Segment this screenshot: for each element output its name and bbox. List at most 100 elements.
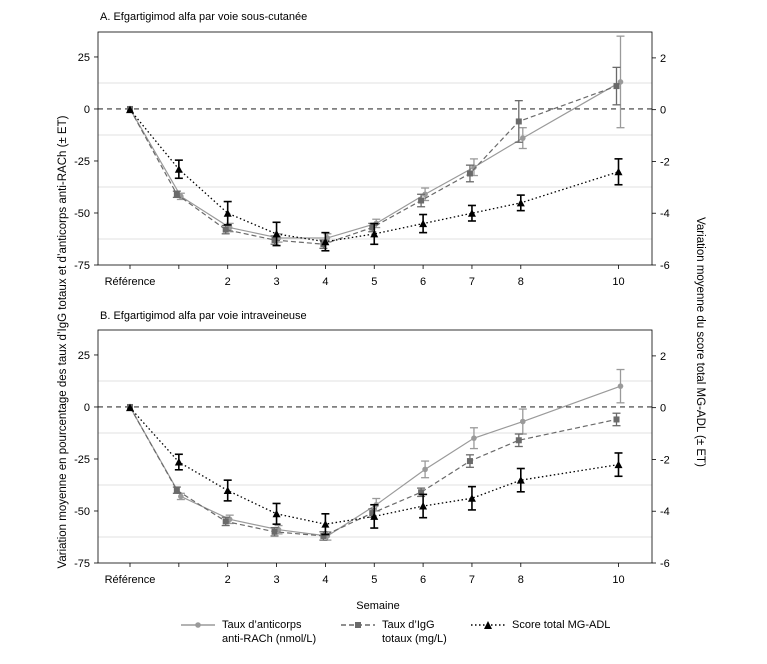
panel-b-point-mgadl bbox=[516, 476, 525, 484]
panel-b-point-mgadl bbox=[321, 520, 330, 528]
panel-a-xtick-label: 6 bbox=[420, 276, 426, 288]
panel-b-xtick-label: 4 bbox=[322, 574, 328, 586]
panel-b-point-igg bbox=[613, 416, 620, 423]
panel-a-point-mgadl bbox=[223, 209, 232, 217]
panel-b-point-antibody bbox=[471, 435, 477, 441]
panel-b-ytick-left-label: 25 bbox=[78, 350, 90, 362]
panel-b-series-line-igg bbox=[129, 406, 617, 537]
panel-a-xtick-label: 3 bbox=[273, 276, 279, 288]
legend-swatch-igg bbox=[341, 622, 375, 628]
panel-a-point-igg bbox=[369, 224, 376, 231]
panel-a-group: A. Efgartigimod alfa par voie sous-cutan… bbox=[74, 11, 670, 288]
panel-a-point-antibody bbox=[520, 135, 526, 141]
panel-a-point-igg bbox=[173, 191, 180, 198]
panel-a-xtick-label: 5 bbox=[371, 276, 377, 288]
legend-label-mgadl: Score total MG-ADL bbox=[512, 619, 611, 631]
panel-a-point-antibody bbox=[471, 164, 477, 171]
panel-a-ytick-left-label: 25 bbox=[78, 52, 90, 64]
legend-swatch-mgadl bbox=[471, 621, 505, 629]
panel-b-ytick-right-label: 0 bbox=[660, 403, 666, 415]
panel-b-point-antibody bbox=[178, 493, 184, 500]
panel-a-point-mgadl bbox=[614, 167, 623, 176]
panel-a-ytick-left-label: 0 bbox=[84, 104, 90, 116]
panel-a-ytick-right-label: 0 bbox=[660, 105, 666, 117]
panel-b-xtick-label: 7 bbox=[469, 574, 475, 586]
panel-a-xtick-label: 10 bbox=[612, 276, 624, 288]
panel-b-point-mgadl bbox=[419, 502, 428, 510]
legend-label-igg: Taux d’IgG totaux (mg/L) bbox=[382, 619, 447, 645]
panel-a-point-mgadl bbox=[370, 229, 379, 238]
legend-item-mgadl: Score total MG-ADL bbox=[470, 618, 610, 632]
panel-a-series-line-antibody bbox=[129, 81, 621, 239]
panel-a-ytick-left-label: -75 bbox=[74, 260, 90, 272]
legend-label-antibody: Taux d’anticorps anti-RACh (nmol/L) bbox=[222, 619, 317, 645]
panel-a-point-mgadl bbox=[174, 165, 183, 173]
panel-a-xtick-label: 7 bbox=[469, 276, 475, 288]
panel-b-ytick-left-label: -25 bbox=[74, 454, 90, 466]
panel-b-ytick-right-label: -4 bbox=[660, 506, 670, 518]
panel-b-ytick-right-label: -2 bbox=[660, 454, 670, 466]
panel-a-xtick-label: Référence bbox=[105, 276, 156, 288]
y-axis-left-label: Variation moyenne en pourcentage des tau… bbox=[57, 115, 69, 568]
panel-a-point-igg bbox=[613, 83, 620, 90]
panel-b-xtick-label: Référence bbox=[105, 574, 156, 586]
panel-a-xtick-label: 8 bbox=[518, 276, 524, 288]
panel-a-point-igg bbox=[466, 170, 473, 177]
panel-a-series-line-igg bbox=[129, 85, 617, 245]
legend-swatch-antibody bbox=[181, 622, 215, 628]
panel-b-point-mgadl bbox=[126, 403, 134, 412]
panel-a-ytick-right-label: -6 bbox=[660, 260, 670, 272]
panel-b-point-igg bbox=[418, 489, 425, 496]
panel-a-ytick-left-label: -50 bbox=[74, 208, 90, 220]
panel-b-point-mgadl bbox=[223, 486, 232, 495]
panel-b-xtick-label: 10 bbox=[612, 574, 624, 586]
panel-a-ytick-left-label: -25 bbox=[74, 156, 90, 168]
panel-b-point-igg bbox=[320, 532, 327, 539]
panel-b-point-mgadl bbox=[467, 494, 476, 502]
panel-b-group: B. Efgartigimod alfa par voie intraveine… bbox=[74, 310, 670, 586]
panel-b-ytick-right-label: -6 bbox=[660, 558, 670, 570]
panel-a-point-igg bbox=[271, 237, 278, 244]
panel-a-ytick-right-label: -4 bbox=[660, 208, 670, 220]
panel-b-point-igg bbox=[271, 528, 278, 535]
panel-b-series-line-mgadl bbox=[129, 407, 619, 525]
x-axis-label: Semaine bbox=[356, 600, 399, 612]
panel-b-point-mgadl bbox=[272, 509, 281, 518]
panel-b-ytick-left-label: -50 bbox=[74, 506, 90, 518]
panel-b-point-mgadl bbox=[174, 458, 183, 466]
panel-a-xtick-label: 4 bbox=[322, 276, 328, 288]
panel-b-point-mgadl bbox=[370, 512, 379, 520]
panel-a-point-antibody bbox=[422, 191, 428, 198]
panel-a-point-mgadl bbox=[272, 229, 281, 238]
panel-b-point-antibody bbox=[422, 466, 428, 473]
panel-b-point-igg bbox=[515, 437, 522, 444]
panel-a-point-mgadl bbox=[126, 105, 134, 114]
legend-item-antibody: Taux d’anticorps anti-RACh (nmol/L) bbox=[180, 618, 316, 646]
panel-b-xtick-label: 3 bbox=[273, 574, 279, 586]
panel-a-point-mgadl bbox=[321, 237, 330, 246]
legend: Taux d’anticorps anti-RACh (nmol/L) Taux… bbox=[180, 618, 740, 658]
panel-b-xtick-label: 8 bbox=[518, 574, 524, 586]
y-axis-right-label: Variation moyenne du score total MG-ADL … bbox=[694, 217, 706, 467]
panel-a-point-igg bbox=[515, 118, 522, 125]
panel-b-xtick-label: 5 bbox=[371, 574, 377, 586]
panel-b-ytick-left-label: -75 bbox=[74, 558, 90, 570]
legend-item-igg: Taux d’IgG totaux (mg/L) bbox=[340, 618, 447, 646]
panel-a-point-mgadl bbox=[516, 198, 525, 207]
panel-a-title: A. Efgartigimod alfa par voie sous-cutan… bbox=[100, 11, 307, 23]
panel-a-point-igg bbox=[418, 197, 425, 204]
panel-b-xtick-label: 2 bbox=[225, 574, 231, 586]
panel-b-point-igg bbox=[369, 510, 376, 517]
panel-a-plot-frame bbox=[97, 31, 653, 266]
panel-b-ytick-right-label: 2 bbox=[660, 351, 666, 363]
panel-b-xtick-label: 6 bbox=[420, 574, 426, 586]
panel-b-plot-frame bbox=[97, 329, 653, 564]
panel-b-point-igg bbox=[173, 487, 180, 494]
panel-b-point-igg bbox=[466, 458, 473, 465]
panel-b-title: B. Efgartigimod alfa par voie intraveine… bbox=[100, 310, 307, 322]
panel-a-point-mgadl bbox=[467, 209, 476, 217]
panel-b-point-antibody bbox=[617, 383, 624, 389]
figure-canvas: Variation moyenne en pourcentage des tau… bbox=[57, 11, 706, 612]
panel-a-point-igg bbox=[222, 226, 229, 233]
panel-b-ytick-left-label: 0 bbox=[84, 402, 90, 414]
